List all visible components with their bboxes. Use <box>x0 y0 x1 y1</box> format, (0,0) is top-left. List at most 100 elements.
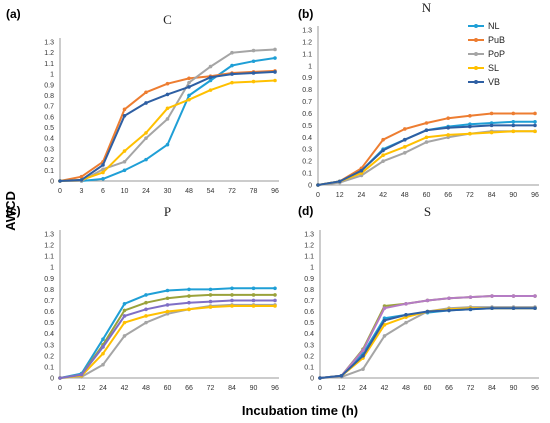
y-tick-label: 1.2 <box>44 243 54 250</box>
x-tick-label: 24 <box>99 385 107 392</box>
series-5 <box>318 306 537 380</box>
data-point <box>208 88 213 92</box>
x-tick-label: 96 <box>531 192 539 199</box>
legend-item: VB <box>468 77 500 87</box>
legend-label: PuB <box>488 35 505 45</box>
data-point <box>533 123 537 128</box>
series-line <box>59 70 276 182</box>
data-point <box>208 293 213 297</box>
y-tick-label: 0.8 <box>302 87 312 94</box>
y-tick-label: 0.5 <box>304 320 314 327</box>
x-tick-label: 96 <box>271 385 279 392</box>
y-axis-label: AWCD <box>3 191 18 231</box>
y-tick-label: 0.8 <box>304 287 314 294</box>
legend-marker <box>474 52 478 56</box>
y-tick-label: 0.3 <box>44 146 54 153</box>
data-point <box>187 307 191 312</box>
data-point <box>230 286 234 291</box>
x-tick-label: 84 <box>228 385 236 392</box>
x-tick-label: 0 <box>58 188 62 195</box>
y-tick-label: 1.1 <box>44 61 54 68</box>
data-point <box>251 79 256 84</box>
y-tick-label: 0.1 <box>304 364 314 371</box>
data-point <box>273 70 277 74</box>
y-tick-label: 1.1 <box>44 254 54 261</box>
data-point <box>79 372 84 377</box>
data-point <box>251 298 256 303</box>
data-point <box>165 309 170 314</box>
y-tick-label: 1 <box>308 63 312 70</box>
y-tick-label: 0.5 <box>302 123 312 130</box>
y-tick-label: 1.1 <box>304 254 314 261</box>
y-tick-label: 0.7 <box>44 298 54 305</box>
data-point <box>230 304 234 308</box>
y-tick-label: 0.7 <box>304 298 314 305</box>
data-point <box>403 151 407 155</box>
legend-marker <box>474 24 478 28</box>
y-tick-label: 0.3 <box>302 147 312 154</box>
data-point <box>425 309 430 314</box>
data-point <box>122 168 127 173</box>
y-tick-label: 0.7 <box>302 99 312 106</box>
data-point <box>404 301 408 306</box>
data-point <box>187 80 191 85</box>
panel-label: (a) <box>6 7 21 21</box>
y-tick-label: 0 <box>310 376 314 383</box>
legend: NL PuB PoP SL VB <box>468 21 505 87</box>
series-line <box>59 303 275 379</box>
y-tick-label: 1.3 <box>44 232 54 239</box>
data-point <box>187 76 191 81</box>
data-point <box>208 78 213 83</box>
data-point <box>122 308 127 313</box>
data-point <box>230 80 234 85</box>
data-point <box>230 63 234 68</box>
data-point <box>361 348 365 353</box>
y-tick-label: 0.4 <box>304 331 314 338</box>
y-tick-label: 0.8 <box>44 287 54 294</box>
legend-item: PoP <box>468 49 505 59</box>
panel-title: N <box>422 0 432 15</box>
y-tick-label: 1.2 <box>304 243 314 250</box>
y-tick-label: 0.2 <box>44 157 54 164</box>
y-tick-label: 0 <box>308 183 312 190</box>
data-point <box>361 367 365 371</box>
x-tick-label: 0 <box>316 192 320 199</box>
x-axis-label: Incubation time (h) <box>242 403 358 418</box>
data-point <box>122 334 127 338</box>
panel-title: S <box>424 204 431 219</box>
data-point <box>208 299 213 304</box>
series-1 <box>58 303 277 380</box>
data-point <box>424 121 429 125</box>
data-point <box>318 376 322 380</box>
data-point <box>144 307 148 312</box>
panel-1: (b) N 0 0.1 0.2 0.3 0.4 0.5 0.6 0.7 0.8 0.9 1 1.1 1.2 1… <box>298 0 539 199</box>
data-point <box>490 306 494 311</box>
data-point <box>533 294 537 298</box>
data-point <box>122 314 127 318</box>
data-point <box>165 117 170 121</box>
series-0 <box>58 286 277 380</box>
data-point <box>122 149 127 153</box>
data-point <box>361 354 365 358</box>
data-point <box>403 127 407 131</box>
data-point <box>404 313 408 317</box>
data-point <box>251 71 256 75</box>
panel-title: C <box>163 12 172 27</box>
legend-item: NL <box>468 21 500 31</box>
data-point <box>101 362 105 367</box>
legend-label: NL <box>488 21 500 31</box>
data-point <box>381 148 385 153</box>
data-point <box>382 318 387 323</box>
data-point <box>208 287 213 292</box>
series-line <box>59 69 276 182</box>
panel-label: (d) <box>298 204 313 218</box>
data-point <box>316 183 320 187</box>
x-tick-label: 24 <box>359 385 367 392</box>
data-point <box>230 298 234 303</box>
data-point <box>165 81 170 86</box>
data-point <box>101 177 105 181</box>
series-4 <box>58 298 277 380</box>
data-point <box>273 56 277 60</box>
y-tick-label: 0.5 <box>44 125 54 132</box>
